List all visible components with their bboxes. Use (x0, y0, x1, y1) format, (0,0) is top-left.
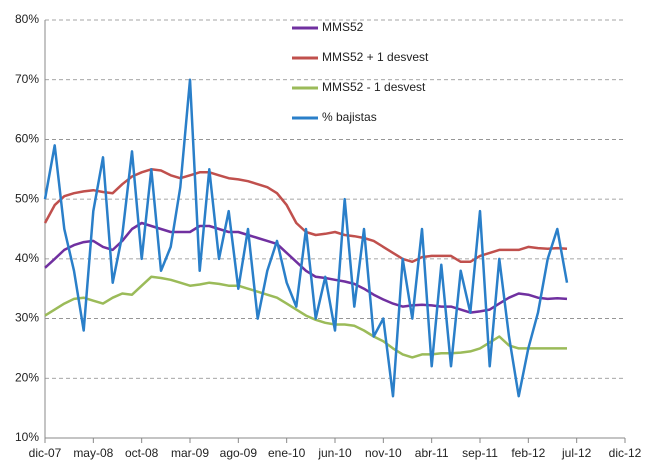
series-line (44, 221, 568, 314)
x-tick-label: ene-10 (268, 446, 306, 460)
y-tick-label: 60% (15, 132, 39, 146)
y-tick-label: 20% (15, 370, 39, 384)
y-tick-label: 30% (15, 311, 39, 325)
x-tick-label: jun-10 (317, 446, 352, 460)
y-tick-label: 70% (15, 72, 39, 86)
series-line (44, 275, 567, 359)
x-tick-label: ago-09 (220, 446, 258, 460)
x-tick-label: sep-11 (462, 446, 498, 460)
series-line (43, 78, 569, 398)
y-tick-label: 80% (15, 12, 39, 26)
y-tick-label: 50% (15, 191, 39, 205)
x-tick-label: nov-10 (365, 446, 402, 460)
legend-label: MMS52 - 1 desvest (322, 80, 426, 94)
x-tick-label: may-08 (73, 446, 113, 460)
x-tick-label: jul-12 (561, 446, 592, 460)
y-tick-label: 10% (15, 430, 39, 444)
legend-label: MMS52 (322, 20, 364, 34)
x-tick-label: abr-11 (415, 446, 449, 460)
x-tick-label: feb-12 (511, 446, 545, 460)
x-tick-label: mar-09 (171, 446, 209, 460)
legend-label: % bajistas (322, 110, 377, 124)
y-tick-label: 40% (15, 251, 39, 265)
x-tick-label: dic-12 (609, 446, 642, 460)
x-tick-label: oct-08 (125, 446, 159, 460)
legend-label: MMS52 + 1 desvest (322, 50, 429, 64)
x-tick-label: dic-07 (29, 446, 62, 460)
